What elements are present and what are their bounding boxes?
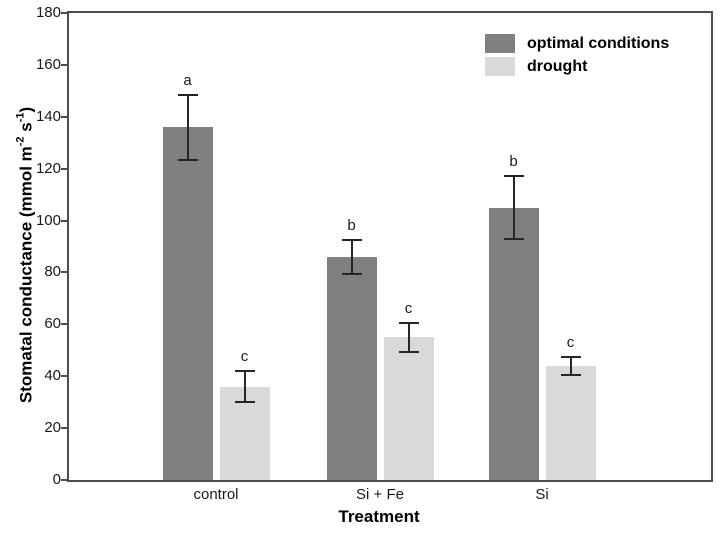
y-tick-mark-80 bbox=[61, 271, 67, 274]
x-category-label-control: control bbox=[193, 486, 239, 503]
legend-label-drought: drought bbox=[527, 58, 588, 75]
error-cap-bottom-drought-control bbox=[234, 401, 255, 404]
legend-swatch-drought bbox=[485, 57, 515, 76]
y-tick-label-140: 140 bbox=[35, 107, 61, 125]
bar-drought-si bbox=[545, 365, 596, 480]
x-category-label-si: Si bbox=[535, 486, 549, 503]
error-cap-top-drought-si bbox=[560, 355, 581, 358]
x-axis-title: Treatment bbox=[338, 507, 420, 526]
error-bar-drought-control bbox=[243, 371, 246, 403]
y-tick-mark-100 bbox=[61, 219, 67, 222]
error-cap-bottom-optimal-conditions-si bbox=[503, 237, 524, 240]
x-category-label-si-fe: Si + Fe bbox=[356, 486, 404, 503]
error-bar-drought-si bbox=[569, 356, 572, 375]
y-axis-title-superscript: -2 bbox=[14, 136, 27, 147]
error-cap-top-optimal-conditions-control bbox=[177, 93, 198, 96]
y-tick-label-20: 20 bbox=[44, 419, 61, 437]
y-tick-label-60: 60 bbox=[44, 315, 61, 333]
legend-item-drought: drought bbox=[485, 56, 669, 77]
y-tick-mark-160 bbox=[61, 63, 67, 66]
y-tick-label-80: 80 bbox=[44, 263, 61, 281]
error-bar-optimal-conditions-si bbox=[512, 176, 515, 239]
y-tick-mark-140 bbox=[61, 115, 67, 118]
error-cap-bottom-drought-si-fe bbox=[398, 350, 419, 353]
significance-letter-optimal-conditions-si: b bbox=[509, 153, 518, 171]
significance-letter-optimal-conditions-si-fe: b bbox=[347, 217, 356, 234]
error-cap-top-optimal-conditions-si-fe bbox=[341, 239, 362, 241]
legend-item-optimal-conditions: optimal conditions bbox=[485, 33, 669, 54]
y-tick-mark-40 bbox=[61, 375, 67, 378]
error-cap-bottom-drought-si bbox=[560, 373, 581, 376]
y-tick-mark-0 bbox=[61, 479, 67, 481]
legend: optimal conditions drought bbox=[485, 33, 669, 79]
y-axis-title: Stomatal conductance (mmol m-2 s-1) bbox=[14, 107, 37, 403]
legend-swatch-optimal-conditions bbox=[485, 34, 515, 53]
error-bar-optimal-conditions-si-fe bbox=[350, 240, 353, 274]
bar-optimal-conditions-si bbox=[488, 207, 539, 480]
bar-optimal-conditions-control bbox=[162, 127, 213, 480]
y-tick-mark-180 bbox=[61, 12, 67, 14]
significance-letter-optimal-conditions-control: a bbox=[183, 71, 192, 89]
error-cap-top-optimal-conditions-si bbox=[503, 175, 524, 178]
error-bar-optimal-conditions-control bbox=[186, 94, 189, 160]
y-tick-mark-120 bbox=[61, 167, 67, 170]
y-tick-mark-20 bbox=[61, 427, 67, 430]
y-tick-label-160: 160 bbox=[35, 55, 61, 73]
plot-area: optimal conditions drought a b b c c c bbox=[67, 11, 713, 482]
bar-drought-si-fe bbox=[383, 337, 434, 480]
y-tick-label-120: 120 bbox=[35, 159, 61, 177]
significance-letter-drought-si-fe: c bbox=[404, 300, 413, 317]
y-tick-label-0: 0 bbox=[52, 471, 61, 488]
error-cap-top-drought-control bbox=[234, 370, 255, 372]
significance-letter-drought-control: c bbox=[240, 348, 249, 365]
error-bar-drought-si-fe bbox=[407, 323, 410, 352]
y-tick-label-40: 40 bbox=[44, 367, 61, 385]
y-tick-label-180: 180 bbox=[35, 4, 61, 21]
y-tick-mark-60 bbox=[61, 323, 67, 326]
y-tick-label-100: 100 bbox=[35, 211, 61, 229]
error-cap-top-drought-si-fe bbox=[398, 322, 419, 324]
error-cap-bottom-optimal-conditions-control bbox=[177, 158, 198, 161]
significance-letter-drought-si: c bbox=[566, 333, 575, 351]
legend-label-optimal-conditions: optimal conditions bbox=[527, 35, 670, 52]
error-cap-bottom-optimal-conditions-si-fe bbox=[341, 272, 362, 275]
bar-optimal-conditions-si-fe bbox=[326, 256, 377, 480]
